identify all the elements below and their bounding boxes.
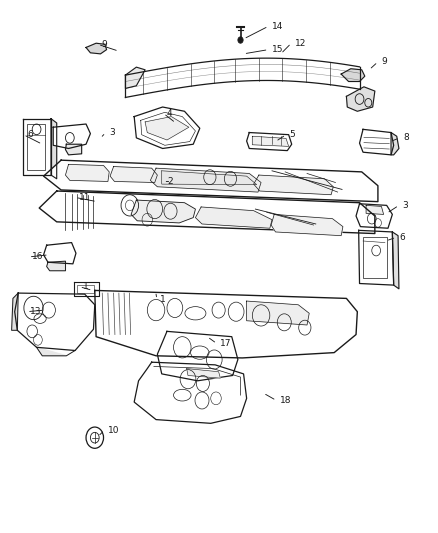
Polygon shape (340, 69, 364, 82)
Text: 17: 17 (220, 339, 231, 348)
Polygon shape (346, 87, 374, 111)
Polygon shape (246, 133, 291, 151)
Polygon shape (43, 160, 377, 201)
Polygon shape (252, 136, 288, 147)
Polygon shape (161, 171, 256, 184)
Polygon shape (246, 301, 308, 325)
Polygon shape (157, 332, 237, 381)
Text: 9: 9 (101, 40, 107, 49)
Text: 10: 10 (108, 426, 119, 435)
Polygon shape (141, 112, 195, 146)
Text: 14: 14 (272, 22, 283, 31)
Polygon shape (22, 119, 51, 175)
Polygon shape (359, 130, 393, 155)
Polygon shape (65, 144, 81, 155)
Polygon shape (86, 43, 106, 54)
Bar (27, 124, 45, 169)
Polygon shape (131, 200, 195, 223)
Polygon shape (134, 107, 199, 149)
Polygon shape (95, 290, 357, 358)
Polygon shape (36, 348, 66, 356)
Text: 3: 3 (109, 128, 115, 137)
Polygon shape (153, 367, 240, 377)
Polygon shape (145, 117, 188, 140)
Polygon shape (51, 119, 57, 179)
Text: 8: 8 (403, 133, 408, 142)
Text: 15: 15 (272, 45, 283, 54)
Polygon shape (74, 282, 99, 296)
Polygon shape (150, 168, 261, 192)
Text: 3: 3 (402, 201, 407, 210)
Text: 11: 11 (78, 193, 90, 202)
Polygon shape (125, 58, 359, 98)
Circle shape (237, 37, 243, 43)
Bar (362, 237, 386, 278)
Text: 16: 16 (32, 253, 44, 261)
Polygon shape (358, 230, 393, 285)
Polygon shape (39, 191, 374, 233)
Text: 6: 6 (27, 130, 32, 139)
Text: 4: 4 (166, 109, 172, 118)
Text: 5: 5 (289, 130, 295, 139)
Polygon shape (365, 205, 383, 214)
Polygon shape (53, 124, 90, 149)
Polygon shape (134, 362, 246, 423)
Polygon shape (43, 243, 76, 264)
Polygon shape (355, 204, 392, 228)
Text: 9: 9 (381, 58, 386, 66)
Polygon shape (46, 261, 65, 271)
Polygon shape (271, 214, 342, 236)
Text: 1: 1 (83, 282, 88, 291)
Polygon shape (253, 175, 332, 195)
Polygon shape (125, 67, 145, 88)
Text: 2: 2 (166, 177, 172, 186)
Polygon shape (186, 368, 220, 378)
Bar (77, 285, 94, 293)
Polygon shape (195, 207, 272, 228)
Text: 6: 6 (399, 233, 405, 242)
Polygon shape (65, 165, 109, 181)
Text: 12: 12 (294, 39, 305, 48)
Polygon shape (110, 166, 157, 182)
Text: 13: 13 (30, 307, 42, 316)
Polygon shape (390, 133, 398, 155)
Polygon shape (14, 293, 95, 351)
Polygon shape (12, 293, 18, 330)
Text: 1: 1 (160, 295, 166, 304)
Polygon shape (392, 232, 398, 289)
Text: 18: 18 (279, 396, 291, 405)
